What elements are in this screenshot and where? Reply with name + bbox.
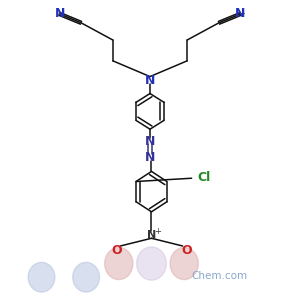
Text: N: N xyxy=(147,230,156,240)
Text: O: O xyxy=(181,244,192,257)
Text: +: + xyxy=(154,226,161,236)
Ellipse shape xyxy=(73,262,100,292)
Text: N: N xyxy=(55,8,65,20)
Ellipse shape xyxy=(105,248,133,280)
Text: N: N xyxy=(145,74,155,87)
Text: N: N xyxy=(145,151,155,164)
Text: O: O xyxy=(111,244,122,257)
Text: N: N xyxy=(235,8,245,20)
Text: N: N xyxy=(145,135,155,148)
Ellipse shape xyxy=(170,248,198,280)
Ellipse shape xyxy=(28,262,55,292)
Ellipse shape xyxy=(136,247,166,280)
Text: Cl: Cl xyxy=(198,171,211,184)
Text: Chem.com: Chem.com xyxy=(192,271,248,281)
